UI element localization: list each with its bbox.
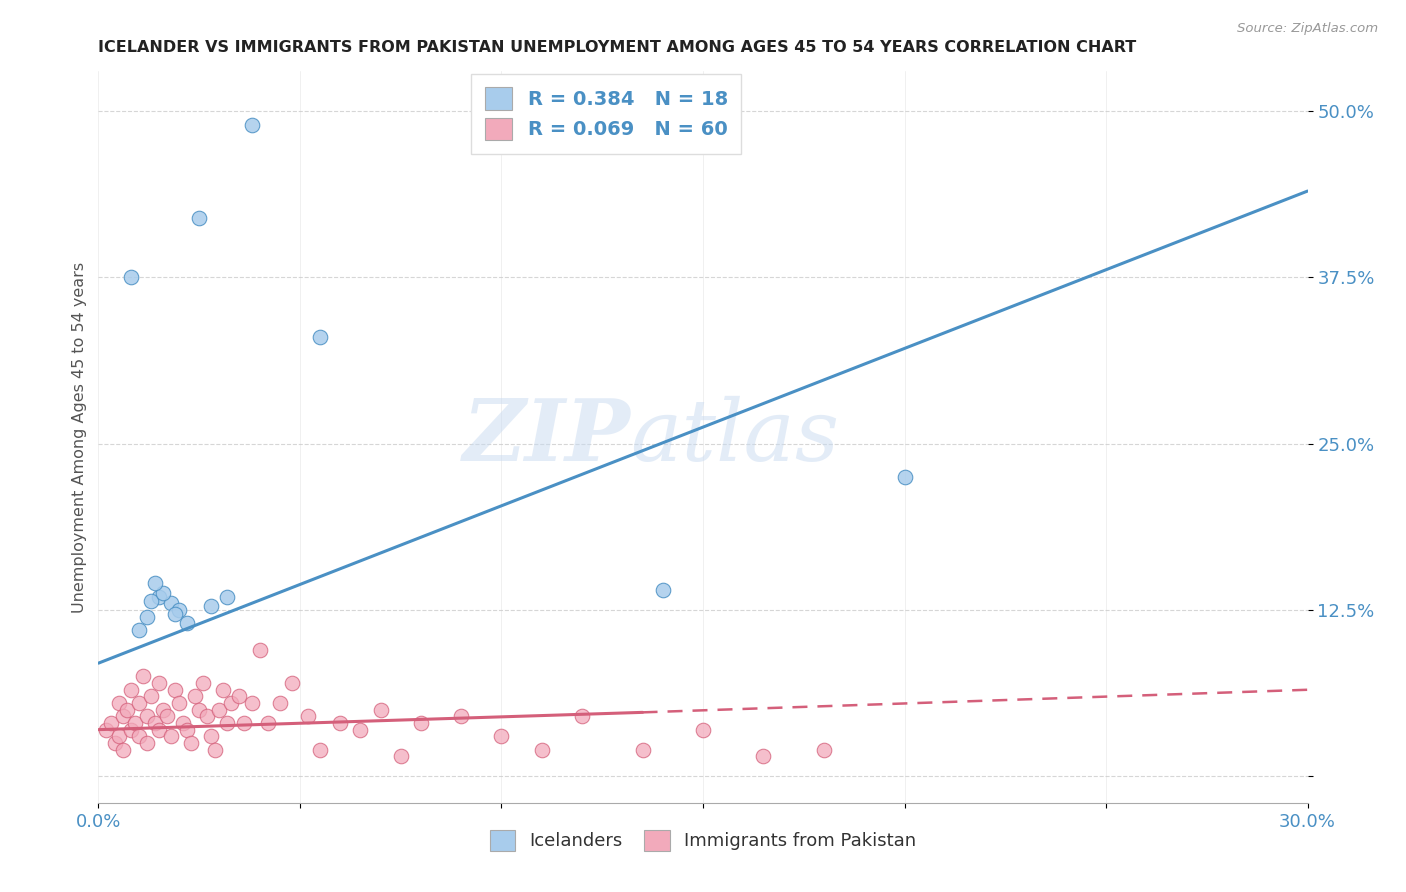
Point [135,736,157,750]
Point [156,709,179,723]
Point [208,703,231,717]
Point [176,723,198,737]
Point [188,703,211,717]
Point [309,742,332,756]
Point [195,709,218,723]
Point [217,590,239,604]
Point [193,676,215,690]
Point [212,682,235,697]
Point [389,749,412,764]
Point [152,703,174,717]
Point [409,716,432,731]
Point [132,669,155,683]
Point [167,603,190,617]
Point [232,716,254,731]
Point [107,696,129,710]
Point [240,696,263,710]
Point [180,736,202,750]
Point [188,211,211,225]
Point [120,682,142,697]
Point [450,709,472,723]
Point [160,729,183,743]
Point [111,742,134,756]
Text: ICELANDER VS IMMIGRANTS FROM PAKISTAN UNEMPLOYMENT AMONG AGES 45 TO 54 YEARS COR: ICELANDER VS IMMIGRANTS FROM PAKISTAN UN… [98,40,1136,55]
Point [184,690,207,704]
Point [204,742,226,756]
Point [135,709,157,723]
Point [120,723,142,737]
Point [269,696,291,710]
Point [329,716,352,731]
Point [139,593,162,607]
Point [163,682,186,697]
Point [651,582,673,597]
Point [221,696,243,710]
Point [217,716,239,731]
Point [111,709,134,723]
Point [256,716,278,731]
Point [128,623,150,637]
Point [752,749,775,764]
Point [692,723,714,737]
Point [370,703,392,717]
Point [176,616,198,631]
Point [148,590,170,604]
Text: ZIP: ZIP [463,395,630,479]
Point [297,709,319,723]
Point [571,709,593,723]
Point [135,609,157,624]
Point [893,470,915,484]
Point [491,729,513,743]
Point [631,742,654,756]
Point [100,716,122,731]
Point [172,716,194,731]
Point [349,723,371,737]
Point [115,703,138,717]
Point [128,696,150,710]
Point [813,742,835,756]
Point [139,690,162,704]
Point [160,596,183,610]
Point [167,696,190,710]
Point [143,576,166,591]
Point [96,723,118,737]
Point [200,729,222,743]
Point [103,736,125,750]
Point [120,270,142,285]
Point [124,716,146,731]
Point [163,607,186,621]
Point [107,729,129,743]
Point [148,723,170,737]
Text: Source: ZipAtlas.com: Source: ZipAtlas.com [1237,22,1378,36]
Point [200,599,222,613]
Point [309,330,332,344]
Text: atlas: atlas [630,396,839,478]
Point [143,716,166,731]
Point [148,676,170,690]
Legend: Icelanders, Immigrants from Pakistan: Icelanders, Immigrants from Pakistan [481,821,925,860]
Point [240,118,263,132]
Y-axis label: Unemployment Among Ages 45 to 54 years: Unemployment Among Ages 45 to 54 years [72,261,87,613]
Point [530,742,553,756]
Point [128,729,150,743]
Point [152,585,174,599]
Point [249,643,271,657]
Point [281,676,304,690]
Point [228,690,250,704]
